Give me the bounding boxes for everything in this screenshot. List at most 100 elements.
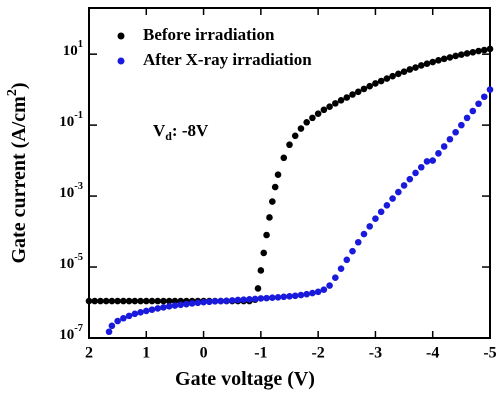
legend-marker xyxy=(117,32,125,40)
data-point xyxy=(395,188,402,196)
data-point xyxy=(114,297,121,305)
data-point xyxy=(171,302,179,309)
data-point xyxy=(254,285,262,292)
data-point xyxy=(142,297,150,305)
data-point xyxy=(154,305,162,312)
data-point xyxy=(228,297,236,304)
data-point xyxy=(291,292,299,300)
data-point xyxy=(372,80,379,87)
data-point xyxy=(194,299,202,307)
data-point xyxy=(400,68,408,76)
data-point xyxy=(337,97,345,104)
data-point xyxy=(417,62,425,69)
data-point xyxy=(417,163,425,171)
legend-label: Before irradiation xyxy=(143,25,275,44)
data-point xyxy=(108,297,116,305)
data-point xyxy=(429,157,437,164)
data-point xyxy=(343,256,351,264)
data-point xyxy=(91,297,99,305)
y-tick-label: 10-3 xyxy=(59,181,83,201)
y-tick-label: 10-5 xyxy=(59,252,83,272)
data-point xyxy=(217,297,225,305)
data-point xyxy=(383,75,391,82)
data-point xyxy=(183,300,190,308)
data-point xyxy=(105,328,113,336)
data-point xyxy=(286,292,293,300)
data-point xyxy=(97,297,104,305)
data-point xyxy=(332,100,339,107)
data-point xyxy=(337,265,345,272)
data-point xyxy=(314,288,322,296)
data-point xyxy=(160,297,167,305)
data-point xyxy=(372,215,379,223)
data-point xyxy=(297,291,305,299)
data-point xyxy=(383,201,391,209)
data-point xyxy=(389,72,396,80)
data-point xyxy=(200,298,207,306)
data-point xyxy=(446,54,454,61)
data-point xyxy=(486,45,494,53)
x-tick-label: 2 xyxy=(85,345,93,362)
data-point xyxy=(475,100,482,108)
data-point xyxy=(263,231,270,239)
data-point xyxy=(406,175,414,183)
data-point xyxy=(165,297,173,305)
data-point xyxy=(440,143,448,150)
data-point xyxy=(377,77,385,85)
data-point xyxy=(108,322,116,330)
data-point xyxy=(389,195,396,202)
data-point xyxy=(412,64,419,71)
data-point xyxy=(234,296,242,304)
data-point xyxy=(286,141,293,149)
data-point xyxy=(280,154,288,162)
data-point xyxy=(171,297,179,305)
legend-marker xyxy=(117,57,125,65)
data-point xyxy=(131,310,139,318)
data-point xyxy=(206,298,213,306)
data-point xyxy=(475,47,482,55)
data-point xyxy=(160,304,167,311)
data-point xyxy=(314,110,322,117)
data-point xyxy=(257,267,265,274)
x-tick-label: -1 xyxy=(254,345,267,362)
plot-frame xyxy=(88,7,491,339)
data-point xyxy=(354,88,362,96)
data-point xyxy=(458,51,465,58)
data-point xyxy=(269,198,276,205)
data-point xyxy=(406,66,414,73)
data-point xyxy=(240,296,247,304)
data-point xyxy=(360,230,368,238)
data-point xyxy=(463,114,471,122)
x-tick-label: 1 xyxy=(142,345,150,362)
data-point xyxy=(271,183,279,191)
data-point xyxy=(165,303,173,310)
data-point xyxy=(452,128,459,136)
data-point xyxy=(274,171,282,179)
data-point xyxy=(125,297,133,305)
data-point xyxy=(269,294,276,301)
data-point xyxy=(154,297,162,305)
data-point xyxy=(343,94,351,101)
data-point xyxy=(148,297,156,305)
data-point xyxy=(142,307,150,315)
data-point xyxy=(120,314,127,322)
data-point xyxy=(246,296,253,303)
data-point xyxy=(280,293,288,301)
data-point xyxy=(435,57,442,64)
y-tick-label: 10-1 xyxy=(59,111,83,131)
data-point xyxy=(85,297,93,305)
data-point xyxy=(366,82,374,90)
data-point xyxy=(354,238,362,246)
data-point xyxy=(320,286,328,293)
data-point xyxy=(332,274,339,282)
data-point xyxy=(360,85,368,93)
data-point xyxy=(223,297,230,305)
data-point xyxy=(211,298,219,305)
data-point xyxy=(469,48,477,56)
data-point xyxy=(291,132,299,140)
data-point xyxy=(423,60,431,67)
y-tick-label: 101 xyxy=(63,40,83,60)
data-point xyxy=(435,150,442,157)
data-point xyxy=(326,103,333,111)
